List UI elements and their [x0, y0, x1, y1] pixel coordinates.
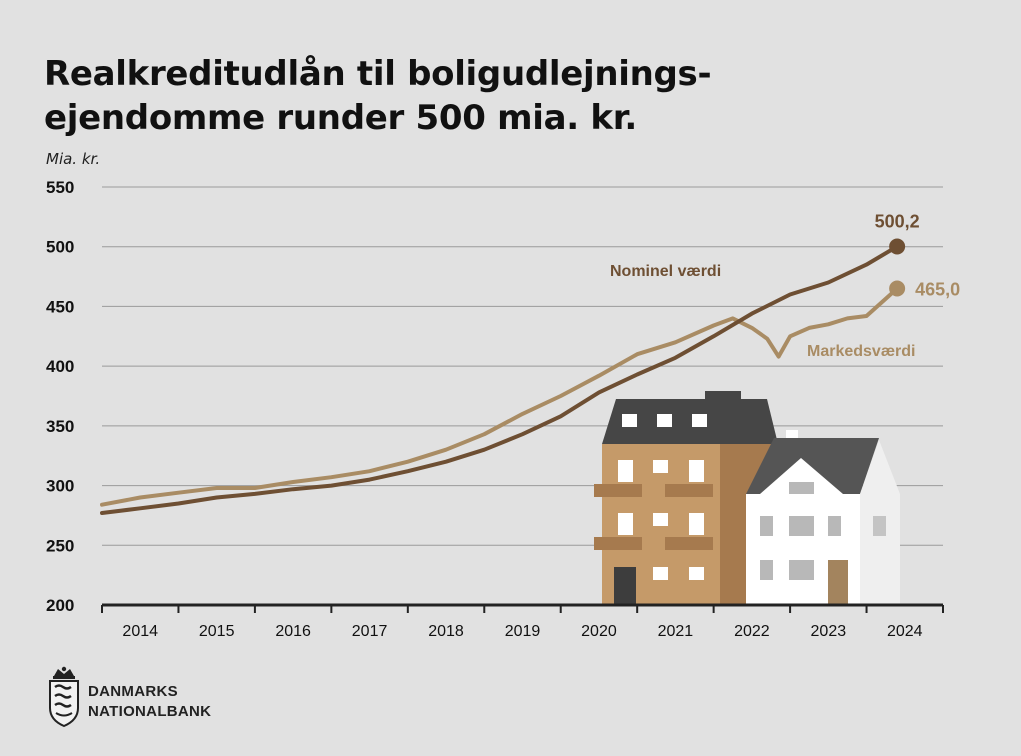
chart-title-line-1: Realkreditudlån til boligudlejnings-	[44, 54, 712, 94]
nominel-end-point	[889, 238, 906, 255]
window	[653, 567, 668, 580]
window	[760, 516, 773, 536]
y-tick-label: 250	[46, 536, 74, 555]
window	[653, 460, 668, 473]
nominel-line	[100, 244, 900, 515]
x-axis-tick-labels: 2014 2015 2016 2017 2018 2019 2020 2021 2022 2023…	[122, 623, 922, 640]
logo-line-2: NATIONALBANK	[88, 703, 212, 720]
x-tick-label: 2018	[428, 623, 464, 640]
x-tick-label: 2016	[275, 623, 311, 640]
window	[789, 560, 814, 580]
balcony	[594, 537, 642, 550]
x-axis	[101, 603, 944, 613]
x-tick-label: 2024	[887, 623, 923, 640]
x-tick-label: 2014	[122, 623, 158, 640]
crown-coat-of-arms-icon	[49, 666, 79, 728]
x-tick-label: 2019	[505, 623, 541, 640]
chart-title: Realkreditudlån til boligudlejnings- eje…	[44, 52, 944, 140]
danmarks-nationalbank-logo: DANMARKS NATIONALBANK	[46, 666, 246, 730]
markeds-line	[100, 286, 900, 507]
window	[689, 567, 704, 580]
window	[689, 460, 704, 482]
x-tick-label: 2022	[734, 623, 770, 640]
dormer-window	[692, 414, 707, 427]
x-tick-label: 2015	[199, 623, 235, 640]
window	[828, 516, 841, 536]
houses-illustration	[594, 391, 900, 606]
window	[873, 516, 886, 536]
y-tick-label: 300	[46, 477, 74, 496]
x-tick-label: 2021	[658, 623, 694, 640]
markeds-series-label: Markedsværdi	[807, 343, 916, 360]
dormer-window	[622, 414, 637, 427]
nominel-end-value: 500,2	[875, 211, 920, 231]
chimney-shape	[705, 391, 741, 401]
chart-title-line-2: ejendomme runder 500 mia. kr.	[44, 98, 637, 138]
window	[789, 516, 814, 536]
y-tick-label: 450	[46, 297, 74, 316]
markeds-end-point	[889, 280, 906, 297]
window	[618, 513, 633, 535]
x-tick-label: 2017	[352, 623, 388, 640]
door	[828, 560, 848, 606]
window	[760, 560, 773, 580]
y-axis-tick-labels: 200 250 300 350 400 450 500 550	[46, 178, 74, 615]
x-tick-label: 2023	[811, 623, 847, 640]
gable-window	[789, 482, 814, 494]
y-tick-label: 350	[46, 417, 74, 436]
window	[618, 460, 633, 482]
series-lines	[100, 238, 906, 515]
balcony	[665, 484, 713, 497]
nominel-series-label: Nominel værdi	[610, 263, 721, 280]
door	[614, 567, 636, 606]
logo-line-1: DANMARKS	[88, 683, 178, 700]
house-gable	[760, 458, 843, 494]
dormer-window	[657, 414, 672, 427]
series-labels: Nominel værdi Markedsværdi 500,2 465,0	[610, 211, 960, 360]
balcony	[665, 537, 713, 550]
window	[689, 513, 704, 535]
apartment-roof	[602, 399, 778, 444]
x-tick-label: 2020	[581, 623, 617, 640]
y-tick-label: 400	[46, 357, 74, 376]
y-tick-label: 200	[46, 596, 74, 615]
y-axis-unit-label: Mia. kr.	[46, 150, 101, 168]
y-tick-label: 500	[46, 238, 74, 257]
window	[653, 513, 668, 526]
y-tick-label: 550	[46, 178, 74, 197]
markeds-end-value: 465,0	[915, 280, 960, 300]
balcony	[594, 484, 642, 497]
